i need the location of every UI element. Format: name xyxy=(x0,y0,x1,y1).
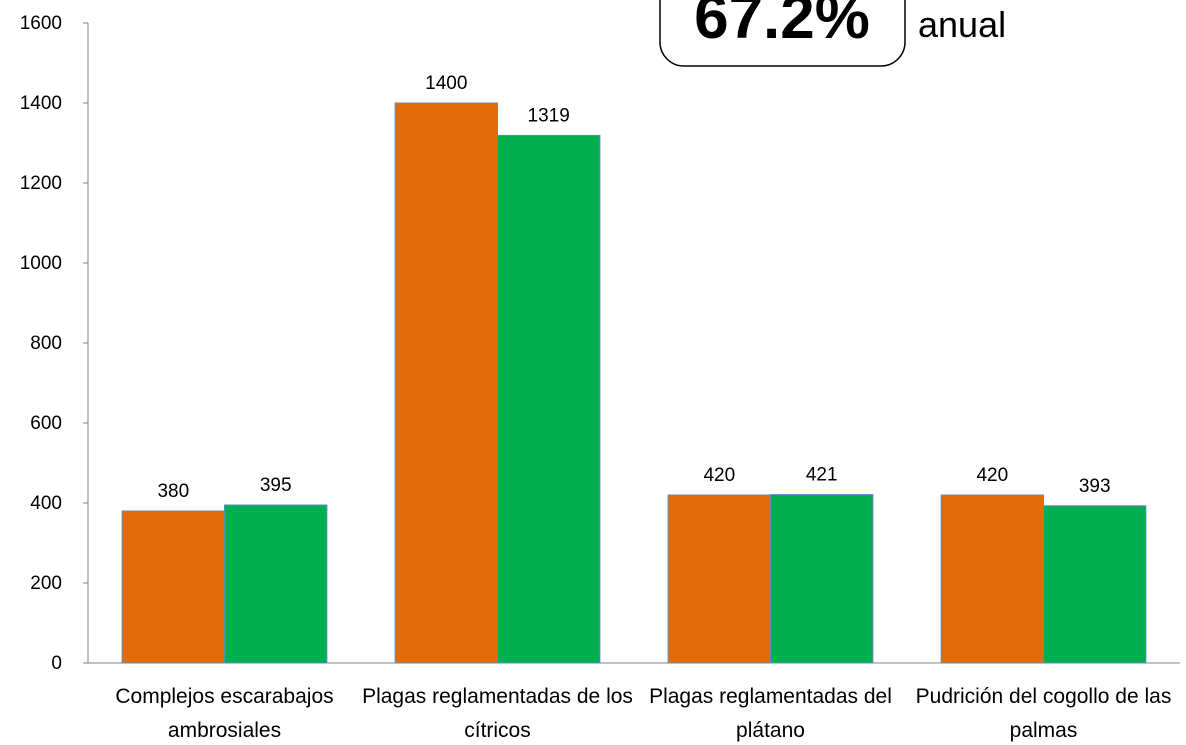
annotation-value: 67.2% xyxy=(694,0,870,52)
data-label: 421 xyxy=(806,465,838,486)
y-tick-label: 600 xyxy=(30,413,62,434)
y-tick-label: 1000 xyxy=(20,253,62,274)
x-tick-label: Pudrición del cogollo de las palmas xyxy=(915,685,1172,742)
data-label: 1400 xyxy=(425,73,467,94)
bar xyxy=(770,494,874,664)
x-tick-label: Plagas reglamentadas de los cítricos xyxy=(362,685,633,742)
y-tick-label: 800 xyxy=(30,333,62,354)
bar xyxy=(394,102,498,664)
bar xyxy=(1043,505,1147,664)
bar xyxy=(667,494,771,664)
data-label: 380 xyxy=(157,481,189,502)
bar xyxy=(224,504,328,664)
data-label: 393 xyxy=(1079,476,1111,497)
data-label: 395 xyxy=(260,475,292,496)
y-tick-label: 200 xyxy=(30,573,62,594)
bar xyxy=(121,510,225,664)
y-tick-label: 1600 xyxy=(20,13,62,34)
y-tick-label: 0 xyxy=(51,653,62,674)
y-tick-label: 400 xyxy=(30,493,62,514)
annotation-box xyxy=(659,0,906,67)
data-label: 420 xyxy=(976,465,1008,486)
bar xyxy=(497,134,601,664)
y-tick-label: 1400 xyxy=(20,93,62,114)
data-label: 420 xyxy=(703,465,735,486)
x-tick-label: Complejos escarabajos ambrosiales xyxy=(115,685,334,742)
data-label: 1319 xyxy=(528,105,570,126)
y-tick-label: 1200 xyxy=(20,173,62,194)
annotation-text: anual xyxy=(918,4,1006,45)
bar xyxy=(940,494,1044,664)
x-tick-label: Plagas reglamentadas del plátano xyxy=(649,685,892,742)
